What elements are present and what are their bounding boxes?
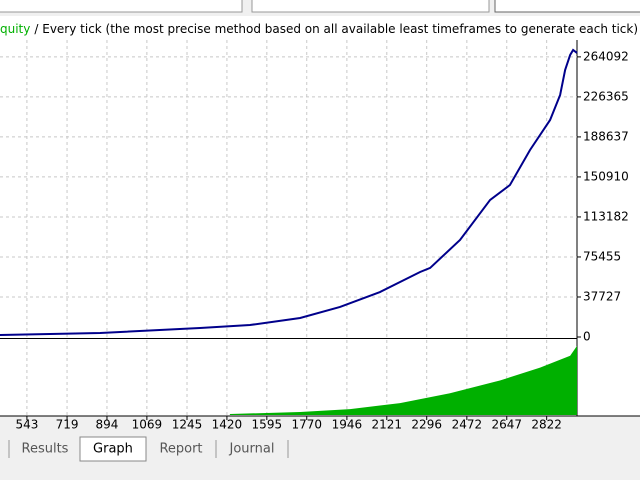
lots-area xyxy=(229,345,577,415)
x-tick-label: 719 xyxy=(56,418,79,432)
tab-label[interactable]: Journal xyxy=(229,442,275,457)
y-tick-label: 113182 xyxy=(583,209,629,223)
y-tick-label: 0 xyxy=(583,330,591,344)
legend: quity / Every tick (the most precise meth… xyxy=(0,22,638,36)
x-tick-label: 2822 xyxy=(531,418,562,432)
x-tick-label: 2647 xyxy=(491,418,522,432)
x-tick-label: 1245 xyxy=(172,418,203,432)
legend-text: / Every tick (the most precise method ba… xyxy=(34,22,638,36)
grid xyxy=(0,40,581,420)
labels: 0 37727 75455 113182 150910 188637 226365 26409… xyxy=(15,49,629,432)
tab-label[interactable]: Graph xyxy=(93,442,133,457)
x-tick-label: 2121 xyxy=(372,418,403,432)
x-tick-label: 1770 xyxy=(291,418,322,432)
top-field xyxy=(494,0,640,13)
x-tick-label: 1946 xyxy=(332,418,363,432)
x-tick-label: 2296 xyxy=(411,418,442,432)
y-tick-label: 264092 xyxy=(583,49,629,63)
top-field xyxy=(251,0,490,13)
chart-area xyxy=(0,16,640,416)
tabs: Results Graph Report Journal xyxy=(8,436,289,462)
equity-line xyxy=(0,48,578,336)
y-tick-label: 37727 xyxy=(583,289,621,303)
y-tick-label: 226365 xyxy=(583,89,629,103)
legend-series: quity xyxy=(0,22,30,36)
y-tick-label: 188637 xyxy=(583,129,629,143)
x-tick-label: 1069 xyxy=(132,418,163,432)
top-field xyxy=(0,0,243,13)
x-tick-label: 2472 xyxy=(452,418,483,432)
x-tick-label: 543 xyxy=(15,418,38,432)
marks xyxy=(0,48,578,415)
x-tick-label: 1595 xyxy=(252,418,283,432)
tab-label[interactable]: Results xyxy=(22,442,69,457)
x-tick-label: 894 xyxy=(96,418,119,432)
tab-label[interactable]: Report xyxy=(159,442,202,457)
y-tick-label: 75455 xyxy=(583,249,621,263)
y-tick-label: 150910 xyxy=(583,169,629,183)
x-tick-label: 1420 xyxy=(212,418,243,432)
tab-active[interactable] xyxy=(79,436,147,462)
